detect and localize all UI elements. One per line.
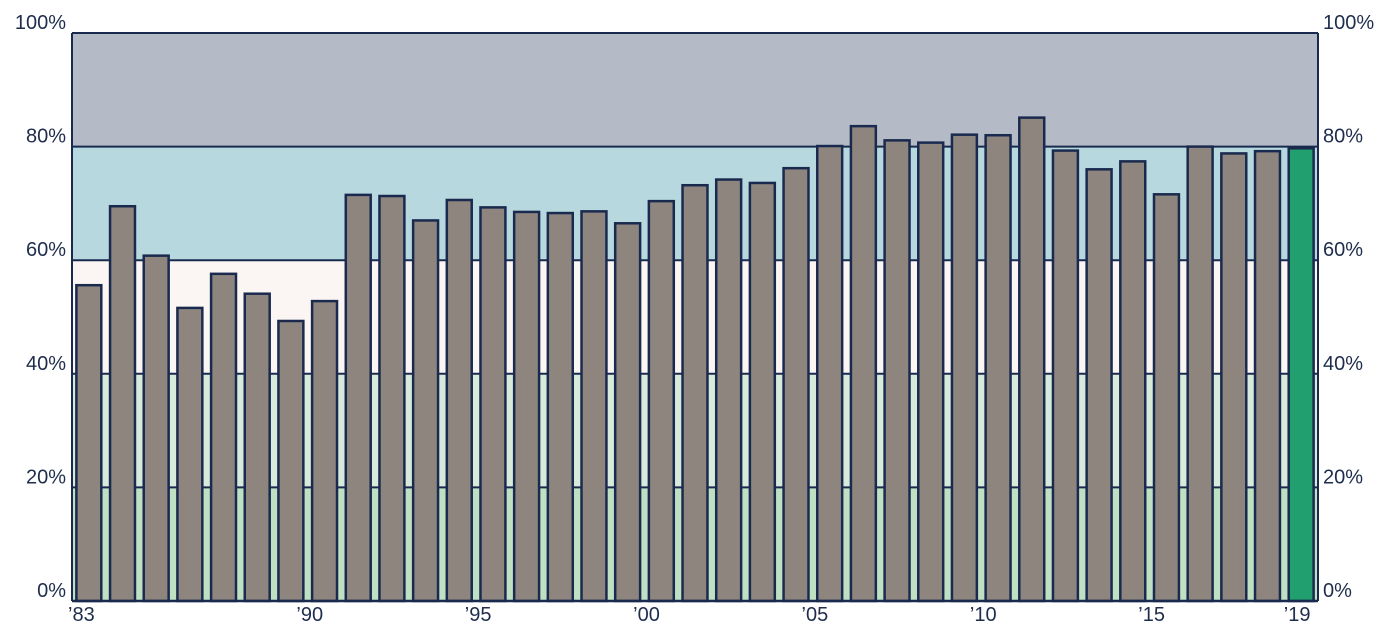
bar-2005: [815, 144, 844, 603]
bar-2004: [782, 166, 810, 603]
y-tick-label-right: 0%: [1323, 580, 1352, 602]
bar-1987: [209, 272, 238, 603]
bar-2000: [647, 199, 676, 603]
bar-2018: [1253, 149, 1282, 603]
y-tick-label-left: 80%: [26, 126, 66, 148]
y-tick-label-left: 60%: [26, 239, 66, 261]
bar-2016: [1186, 145, 1214, 603]
bar-1989: [277, 319, 305, 603]
bar-2010: [984, 133, 1012, 603]
bar-1992: [378, 194, 406, 603]
bar-2012: [1051, 149, 1080, 603]
bar-2003: [748, 181, 777, 603]
bar-2001: [681, 183, 709, 603]
x-tick-label: ’10: [970, 604, 997, 626]
bar-2007: [883, 139, 911, 603]
bar-2008: [917, 141, 945, 603]
background-band-4: [72, 33, 1318, 147]
bar-1985: [142, 254, 170, 603]
bar-2014: [1119, 160, 1147, 603]
x-tick-label: ’90: [296, 604, 323, 626]
bar-2017: [1220, 152, 1248, 603]
bar-2015: [1152, 193, 1181, 603]
x-tick-label: ’05: [802, 604, 829, 626]
bar-1998: [580, 210, 608, 603]
y-axis-right: 0% 20% 40% 60% 80% 100%: [1323, 12, 1374, 602]
y-tick-label-left: 0%: [37, 580, 66, 602]
x-tick-label: ’00: [633, 604, 660, 626]
bar-1983: [75, 283, 103, 603]
bar-2011: [1018, 116, 1046, 603]
x-tick-label: ’83: [68, 604, 95, 626]
bar-2002: [714, 178, 743, 603]
y-tick-label-right: 20%: [1323, 466, 1363, 488]
bar-2009: [950, 133, 979, 603]
y-tick-label-right: 60%: [1323, 239, 1363, 261]
y-tick-label-left: 20%: [26, 466, 66, 488]
bar-1994: [445, 198, 473, 603]
bar-2006: [849, 124, 878, 603]
bar-1997: [546, 211, 575, 603]
bar-1995: [479, 206, 507, 603]
bar-2013: [1085, 168, 1113, 603]
y-tick-label-left: 40%: [26, 353, 66, 375]
x-tick-label: ’95: [465, 604, 492, 626]
y-axis-left: 0% 20% 40% 60% 80% 100%: [15, 12, 66, 602]
bar-1991: [344, 193, 372, 603]
x-axis: ’83 ’90 ’95 ’00 ’05 ’10 ’15 ’19: [68, 604, 1311, 626]
bar-1988: [243, 292, 271, 603]
axes: [71, 33, 1319, 603]
bar-2019: [1287, 147, 1315, 603]
y-tick-label-left: 100%: [15, 12, 66, 34]
y-tick-label-right: 100%: [1323, 12, 1374, 34]
x-tick-label: ’15: [1138, 604, 1165, 626]
bar-1993: [411, 219, 440, 603]
y-tick-label-right: 80%: [1323, 126, 1363, 148]
bar-1986: [176, 306, 204, 603]
bar-1996: [512, 210, 541, 603]
bar-1999: [613, 222, 642, 603]
y-tick-label-right: 40%: [1323, 353, 1363, 375]
bar-1984: [108, 204, 137, 603]
bar-1990: [310, 299, 339, 603]
x-tick-label: ’19: [1284, 604, 1311, 626]
